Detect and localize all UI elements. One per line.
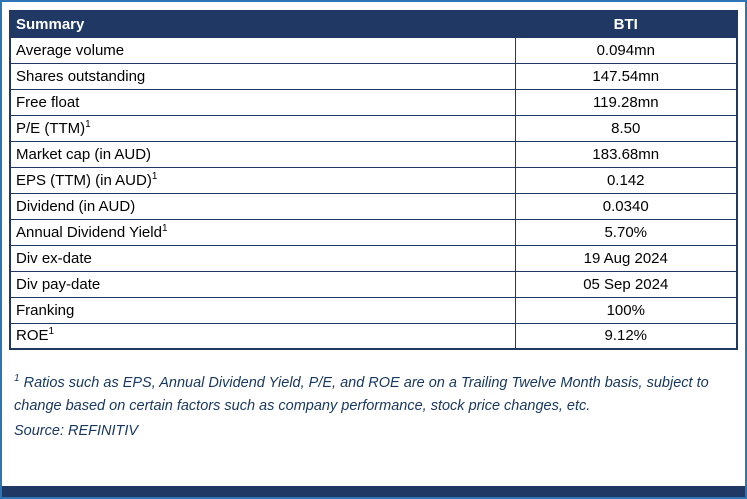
table-row: EPS (TTM) (in AUD)1 0.142 [9, 166, 738, 194]
footnote-text: 1 Ratios such as EPS, Annual Dividend Yi… [14, 373, 709, 415]
row-value: 5.70% [514, 218, 738, 246]
table-row: Annual Dividend Yield1 5.70% [9, 218, 738, 246]
ticker-header: BTI [514, 10, 738, 38]
table-header-row: Summary BTI [9, 10, 738, 38]
row-label: Shares outstanding [9, 62, 516, 90]
row-label: Annual Dividend Yield1 [9, 218, 516, 246]
footnote-superscript: 1 [14, 373, 20, 385]
row-label: Free float [9, 88, 516, 116]
table-row: Div pay-date 05 Sep 2024 [9, 270, 738, 298]
row-value: 147.54mn [514, 62, 738, 90]
table-row: Shares outstanding 147.54mn [9, 62, 738, 90]
footnote: 1 Ratios such as EPS, Annual Dividend Yi… [14, 372, 733, 444]
row-label: P/E (TTM)1 [9, 114, 516, 142]
table-row: Free float 119.28mn [9, 88, 738, 116]
row-label: Dividend (in AUD) [9, 192, 516, 220]
row-value: 100% [514, 296, 738, 324]
table-row: Dividend (in AUD) 0.0340 [9, 192, 738, 220]
row-value: 119.28mn [514, 88, 738, 116]
row-value: 0.094mn [514, 36, 738, 64]
table-row: Market cap (in AUD) 183.68mn [9, 140, 738, 168]
row-label: EPS (TTM) (in AUD)1 [9, 166, 516, 194]
row-label: Market cap (in AUD) [9, 140, 516, 168]
row-value: 0.142 [514, 166, 738, 194]
source-line: Source: REFINITIV [14, 423, 139, 440]
table-row: P/E (TTM)1 8.50 [9, 114, 738, 142]
row-value: 05 Sep 2024 [514, 270, 738, 298]
row-value: 183.68mn [514, 140, 738, 168]
bottom-navy-bar [2, 486, 745, 497]
row-value: 9.12% [514, 322, 738, 350]
row-value: 19 Aug 2024 [514, 244, 738, 272]
row-label: Franking [9, 296, 516, 324]
row-label: Div ex-date [9, 244, 516, 272]
row-value: 0.0340 [514, 192, 738, 220]
table-row: Div ex-date 19 Aug 2024 [9, 244, 738, 272]
footnote-marker: 1 [85, 118, 91, 130]
footnote-marker: 1 [48, 326, 55, 338]
row-value: 8.50 [514, 114, 738, 142]
table-row: Average volume 0.094mn [9, 36, 738, 64]
summary-table-container: Summary BTI Average volume 0.094mn Share… [9, 10, 738, 350]
row-label: ROE1 [9, 322, 516, 350]
summary-header: Summary [9, 10, 516, 38]
table-row: ROE1 9.12% [9, 322, 738, 350]
summary-table: Summary BTI Average volume 0.094mn Share… [9, 10, 738, 350]
footnote-marker: 1 [161, 222, 168, 234]
table-row: Franking 100% [9, 296, 738, 324]
footnote-marker: 1 [151, 170, 158, 182]
row-label: Div pay-date [9, 270, 516, 298]
row-label: Average volume [9, 36, 516, 64]
